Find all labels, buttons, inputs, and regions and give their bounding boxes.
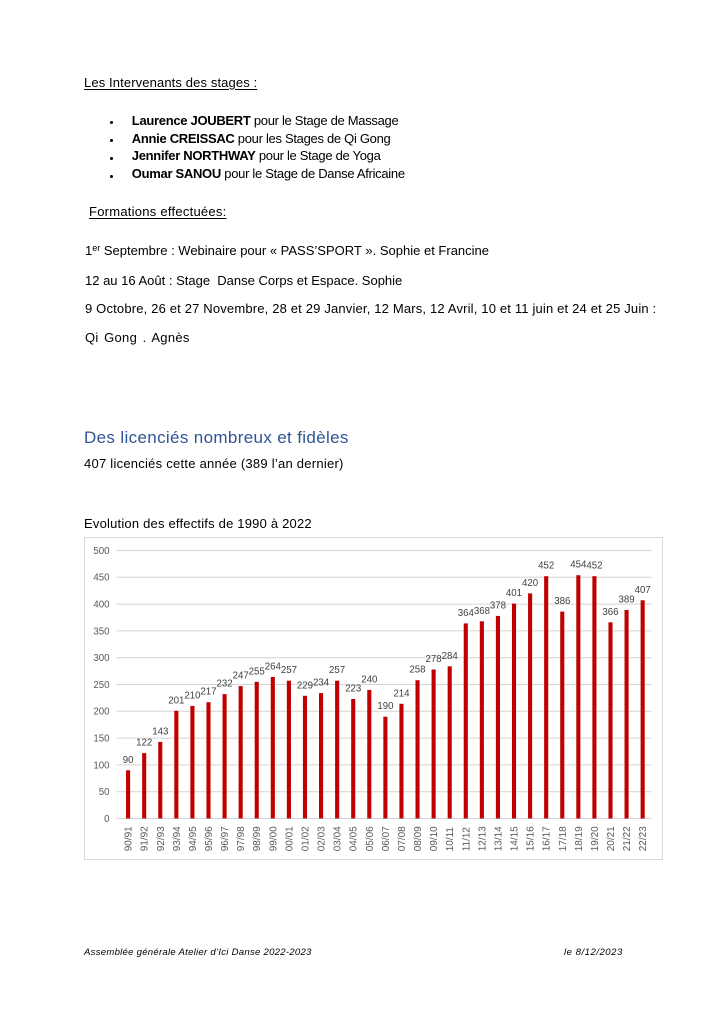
svg-text:00/01: 00/01 bbox=[284, 826, 295, 851]
svg-text:02/03: 02/03 bbox=[317, 826, 328, 851]
svg-text:257: 257 bbox=[329, 665, 345, 676]
svg-text:19/20: 19/20 bbox=[590, 826, 601, 851]
svg-text:16/17: 16/17 bbox=[542, 826, 553, 851]
svg-text:229: 229 bbox=[297, 680, 313, 691]
svg-text:0: 0 bbox=[104, 814, 110, 825]
svg-text:93/94: 93/94 bbox=[172, 826, 183, 851]
svg-text:150: 150 bbox=[93, 734, 110, 745]
svg-text:234: 234 bbox=[313, 678, 330, 689]
svg-text:284: 284 bbox=[442, 651, 459, 662]
svg-text:95/96: 95/96 bbox=[204, 826, 215, 851]
svg-text:452: 452 bbox=[538, 561, 554, 572]
svg-text:364: 364 bbox=[458, 608, 475, 619]
svg-text:07/08: 07/08 bbox=[397, 826, 408, 851]
svg-text:378: 378 bbox=[490, 600, 506, 611]
svg-text:22/23: 22/23 bbox=[638, 826, 649, 851]
svg-text:201: 201 bbox=[168, 695, 184, 706]
svg-text:258: 258 bbox=[409, 665, 425, 676]
svg-text:94/95: 94/95 bbox=[188, 826, 199, 851]
svg-text:214: 214 bbox=[393, 688, 410, 699]
svg-text:08/09: 08/09 bbox=[413, 826, 424, 851]
svg-text:12/13: 12/13 bbox=[477, 826, 488, 851]
svg-text:01/02: 01/02 bbox=[301, 826, 312, 851]
svg-text:368: 368 bbox=[474, 606, 490, 617]
svg-text:143: 143 bbox=[152, 726, 168, 737]
svg-text:264: 264 bbox=[265, 662, 282, 673]
svg-text:278: 278 bbox=[426, 654, 442, 665]
svg-text:450: 450 bbox=[93, 573, 110, 584]
svg-text:255: 255 bbox=[249, 666, 265, 677]
svg-text:247: 247 bbox=[233, 671, 249, 682]
svg-text:90: 90 bbox=[123, 755, 134, 766]
svg-text:401: 401 bbox=[506, 588, 522, 599]
svg-text:17/18: 17/18 bbox=[558, 826, 569, 851]
svg-text:11/12: 11/12 bbox=[461, 827, 472, 852]
svg-text:389: 389 bbox=[619, 595, 635, 606]
svg-text:366: 366 bbox=[602, 607, 618, 618]
svg-text:06/07: 06/07 bbox=[381, 826, 392, 851]
svg-text:98/99: 98/99 bbox=[252, 826, 263, 851]
svg-text:350: 350 bbox=[93, 626, 110, 637]
svg-text:14/15: 14/15 bbox=[510, 826, 521, 851]
svg-text:300: 300 bbox=[93, 653, 110, 664]
svg-text:217: 217 bbox=[200, 687, 216, 698]
svg-text:15/16: 15/16 bbox=[526, 826, 537, 851]
svg-text:223: 223 bbox=[345, 684, 361, 695]
svg-text:04/05: 04/05 bbox=[349, 826, 360, 851]
svg-text:210: 210 bbox=[184, 690, 201, 701]
svg-text:386: 386 bbox=[554, 596, 570, 607]
svg-text:96/97: 96/97 bbox=[220, 826, 231, 851]
svg-text:240: 240 bbox=[361, 674, 378, 685]
svg-text:10/11: 10/11 bbox=[445, 827, 456, 852]
svg-text:99/00: 99/00 bbox=[268, 826, 279, 851]
svg-text:122: 122 bbox=[136, 738, 152, 749]
svg-text:500: 500 bbox=[93, 546, 110, 557]
svg-text:232: 232 bbox=[217, 679, 233, 690]
svg-text:18/19: 18/19 bbox=[574, 826, 585, 851]
svg-text:407: 407 bbox=[635, 585, 651, 596]
svg-text:257: 257 bbox=[281, 665, 297, 676]
svg-text:03/04: 03/04 bbox=[333, 826, 344, 851]
svg-text:50: 50 bbox=[99, 787, 110, 798]
svg-text:454: 454 bbox=[570, 560, 587, 571]
svg-text:250: 250 bbox=[93, 680, 110, 691]
svg-text:21/22: 21/22 bbox=[622, 826, 633, 851]
svg-text:452: 452 bbox=[586, 561, 602, 572]
svg-text:13/14: 13/14 bbox=[493, 826, 504, 851]
svg-text:97/98: 97/98 bbox=[236, 826, 247, 851]
svg-text:200: 200 bbox=[93, 707, 110, 718]
svg-text:91/92: 91/92 bbox=[140, 826, 151, 851]
svg-text:190: 190 bbox=[377, 701, 394, 712]
svg-text:92/93: 92/93 bbox=[156, 826, 167, 851]
svg-text:90/91: 90/91 bbox=[124, 826, 135, 851]
svg-text:05/06: 05/06 bbox=[365, 826, 376, 851]
svg-text:20/21: 20/21 bbox=[606, 826, 617, 851]
svg-text:100: 100 bbox=[93, 760, 110, 771]
svg-text:400: 400 bbox=[93, 600, 110, 611]
svg-text:09/10: 09/10 bbox=[429, 826, 440, 851]
svg-text:420: 420 bbox=[522, 578, 539, 589]
